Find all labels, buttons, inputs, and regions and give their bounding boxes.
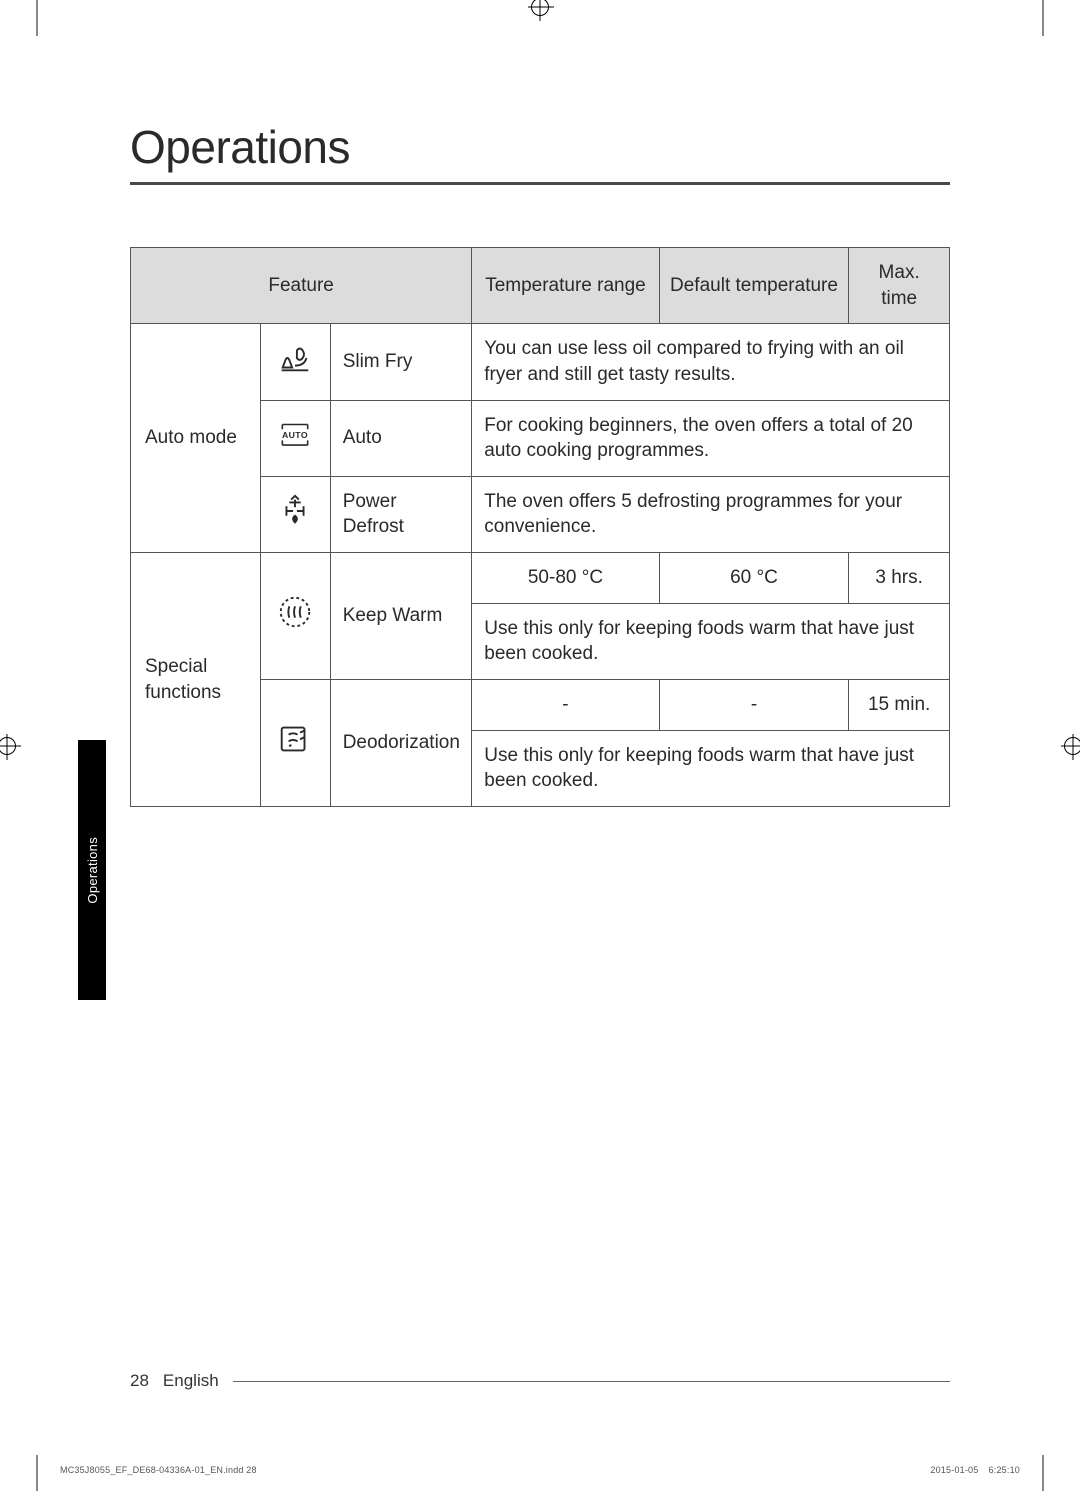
side-tab: Operations bbox=[78, 740, 106, 1000]
table-row: Auto mode Slim Fry You can use less oil … bbox=[131, 324, 950, 400]
feature-deodorization: Deodorization bbox=[330, 680, 472, 807]
slim-fry-icon bbox=[260, 324, 330, 400]
features-table: Feature Temperature range Default temper… bbox=[130, 247, 950, 807]
keep-warm-default-temp: 60 °C bbox=[659, 553, 849, 604]
print-footer-timestamp: 2015-01-05 6:25:10 bbox=[930, 1465, 1020, 1475]
desc-deodorization: Use this only for keeping foods warm tha… bbox=[472, 730, 950, 806]
desc-auto: For cooking beginners, the oven offers a… bbox=[472, 400, 950, 476]
header-max-time: Max. time bbox=[849, 248, 950, 324]
keep-warm-temp-range: 50-80 °C bbox=[472, 553, 659, 604]
crop-mark bbox=[36, 1455, 38, 1491]
keep-warm-max-time: 3 hrs. bbox=[849, 553, 950, 604]
registration-mark bbox=[531, 0, 549, 16]
header-default-temp: Default temperature bbox=[659, 248, 849, 324]
desc-power-defrost: The oven offers 5 defrosting programmes … bbox=[472, 476, 950, 552]
desc-keep-warm: Use this only for keeping foods warm tha… bbox=[472, 603, 950, 679]
side-tab-label: Operations bbox=[85, 837, 100, 904]
registration-mark bbox=[1064, 737, 1080, 755]
table-header-row: Feature Temperature range Default temper… bbox=[131, 248, 950, 324]
heading-underline bbox=[130, 182, 950, 185]
page-title: Operations bbox=[130, 120, 950, 174]
crop-mark bbox=[36, 0, 38, 36]
deodorization-max-time: 15 min. bbox=[849, 680, 950, 731]
print-footer: MC35J8055_EF_DE68-04336A-01_EN.indd 28 2… bbox=[60, 1465, 1020, 1475]
page-number: 28 bbox=[130, 1371, 149, 1391]
svg-text:AUTO: AUTO bbox=[282, 430, 308, 440]
group-label-special-functions: Special functions bbox=[131, 553, 261, 807]
feature-keep-warm: Keep Warm bbox=[330, 553, 472, 680]
deodorization-icon bbox=[260, 680, 330, 807]
deodorization-temp-range: - bbox=[472, 680, 659, 731]
keep-warm-icon bbox=[260, 553, 330, 680]
registration-mark bbox=[0, 737, 16, 755]
page-container: Operations Operations Feature Temperatur… bbox=[40, 40, 1040, 1451]
crop-mark bbox=[1042, 0, 1044, 36]
feature-power-defrost: Power Defrost bbox=[330, 476, 472, 552]
auto-icon: AUTO bbox=[260, 400, 330, 476]
power-defrost-icon bbox=[260, 476, 330, 552]
footer-divider bbox=[233, 1381, 950, 1382]
content-area: Operations Feature Temperature range Def… bbox=[40, 40, 1040, 807]
crop-mark bbox=[1042, 1455, 1044, 1491]
feature-auto: Auto bbox=[330, 400, 472, 476]
desc-slim-fry: You can use less oil compared to frying … bbox=[472, 324, 950, 400]
feature-slim-fry: Slim Fry bbox=[330, 324, 472, 400]
language-label: English bbox=[163, 1371, 219, 1391]
table-row: Special functions Keep Warm 50-80 °C 60 … bbox=[131, 553, 950, 604]
deodorization-default-temp: - bbox=[659, 680, 849, 731]
group-label-auto-mode: Auto mode bbox=[131, 324, 261, 553]
print-footer-filename: MC35J8055_EF_DE68-04336A-01_EN.indd 28 bbox=[60, 1465, 257, 1475]
header-feature: Feature bbox=[131, 248, 472, 324]
header-temp-range: Temperature range bbox=[472, 248, 659, 324]
page-footer: 28 English bbox=[130, 1371, 950, 1391]
